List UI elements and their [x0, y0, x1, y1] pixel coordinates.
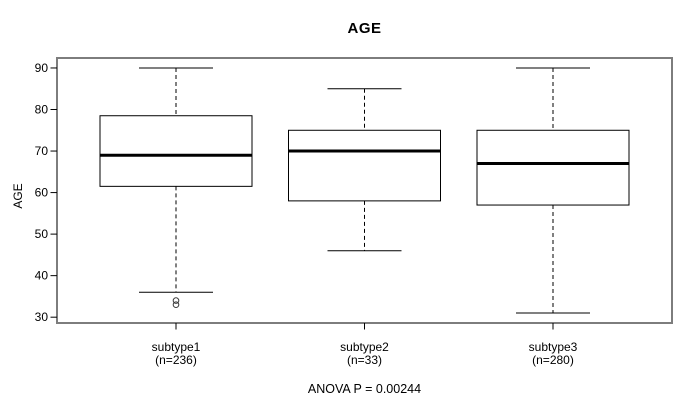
y-tick-label: 30 [35, 310, 49, 324]
y-tick-label: 70 [35, 144, 49, 158]
x-sublabel-subtype1: (n=236) [155, 353, 197, 367]
y-tick-label: 90 [35, 61, 49, 75]
iqr-box-subtype2 [288, 129, 441, 202]
chart-title: AGE [347, 20, 382, 37]
outlier-point [172, 297, 180, 304]
x-label-subtype3: subtype3 [529, 340, 578, 354]
iqr-box-subtype3 [476, 129, 630, 206]
y-tick-label: 60 [35, 186, 49, 200]
y-tick-label: 40 [35, 269, 49, 283]
iqr-box-subtype1 [99, 115, 253, 187]
y-tick-label: 80 [35, 103, 49, 117]
outlier-point [172, 301, 180, 309]
x-label-subtype1: subtype1 [152, 340, 201, 354]
y-tick-label: 50 [35, 227, 49, 241]
x-label-subtype2: subtype2 [340, 340, 389, 354]
anova-annotation: ANOVA P = 0.00244 [307, 382, 422, 396]
x-sublabel-subtype2: (n=33) [347, 353, 382, 367]
x-sublabel-subtype3: (n=280) [532, 353, 574, 367]
